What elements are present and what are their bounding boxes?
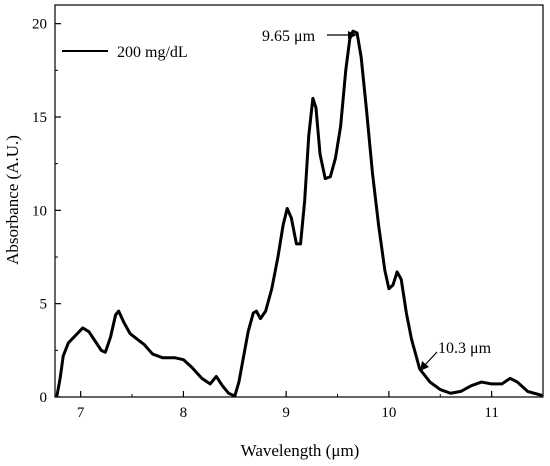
x-tick-label: 10	[381, 405, 396, 421]
annotation-peak-label: 9.65 μm	[262, 28, 316, 45]
y-tick-label: 20	[32, 17, 47, 33]
x-axis-title: Wavelength (μm)	[241, 441, 360, 460]
series-line	[55, 29, 543, 398]
axis-ticks	[55, 23, 493, 398]
annotation-shoulder-label: 10.3 μm	[438, 340, 492, 357]
x-tick-label: 11	[484, 405, 498, 421]
x-tick-label: 9	[282, 405, 290, 421]
axis-tick-labels: 7 8 9 10 11 0 5 10 15 20	[32, 17, 499, 421]
y-tick-label: 15	[32, 110, 47, 126]
annotation-shoulder-arrowhead	[420, 361, 429, 371]
series-layer	[55, 29, 543, 398]
annotation-shoulder-arrow	[423, 351, 438, 367]
x-tick-label: 8	[180, 405, 188, 421]
annotations: 9.65 μm 10.3 μm	[262, 28, 492, 371]
legend-label: 200 mg/dL	[117, 44, 188, 61]
x-tick-label: 7	[77, 405, 85, 421]
plot-frame	[54, 4, 544, 398]
y-tick-label: 5	[40, 297, 48, 313]
y-axis-title: Absorbance (A.U.)	[3, 135, 22, 265]
y-tick-label: 10	[32, 203, 47, 219]
y-tick-label: 0	[40, 390, 48, 406]
legend: 200 mg/dL	[62, 44, 188, 61]
annotation-peak-arrowhead	[348, 31, 357, 39]
